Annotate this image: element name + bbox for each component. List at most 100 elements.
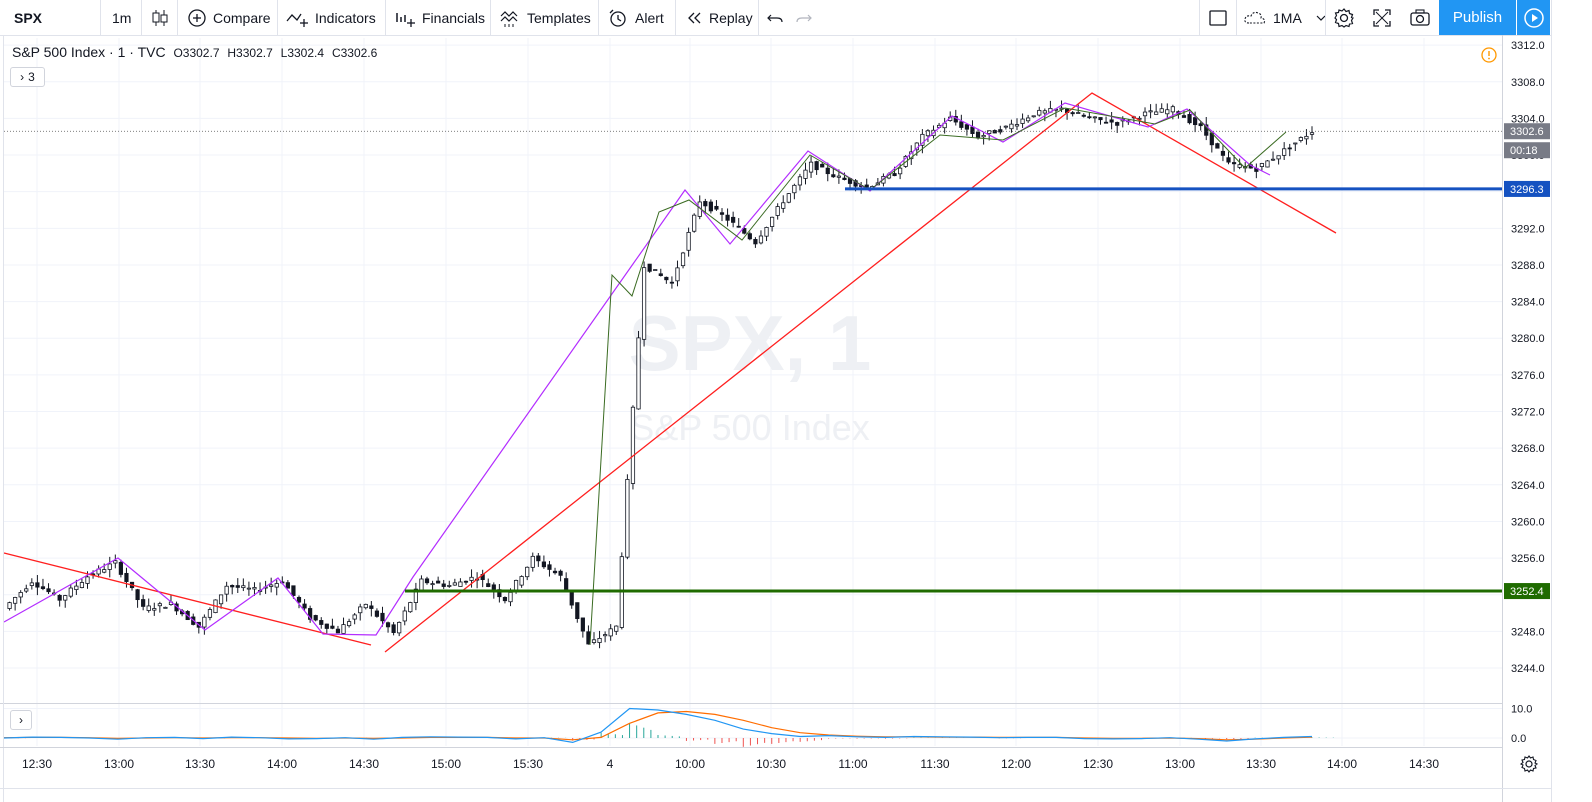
layout-button[interactable]: 1MA [1243, 0, 1328, 35]
candle-body [1159, 108, 1164, 113]
candle-body [436, 580, 441, 584]
candle-body [1148, 110, 1153, 113]
candle-body [731, 216, 736, 223]
last-price-tag-bg [1504, 123, 1550, 140]
candle-body [269, 584, 274, 587]
templates-button[interactable]: Templates [499, 0, 591, 35]
price-chart[interactable]: SPX, 1 S&P 500 Index 3244.03248.03252.03… [0, 35, 1551, 802]
candle-body [163, 606, 168, 609]
y-tick-label: 3292.0 [1511, 223, 1545, 235]
countdown-tag-bg [1504, 142, 1550, 159]
warning-icon[interactable] [1480, 46, 1498, 64]
candle-body [408, 602, 413, 613]
camera-icon [1410, 8, 1430, 26]
candle-body [825, 167, 830, 175]
financials-label: Financials [422, 9, 486, 26]
candle-body [1181, 115, 1187, 118]
oscillator-legend-toggle[interactable]: › [10, 710, 32, 730]
fullscreen-button[interactable] [1372, 0, 1392, 35]
candle-body [575, 602, 580, 620]
undo-button[interactable] [766, 0, 784, 35]
candle-body [959, 121, 964, 128]
candle-body [1265, 160, 1270, 168]
candle-body [898, 167, 903, 175]
publish-button[interactable]: Publish [1439, 0, 1516, 35]
indicators-legend-toggle[interactable]: › 3 [10, 67, 45, 87]
symbol-search-button[interactable]: SPX [14, 0, 42, 35]
candle-body [1287, 147, 1292, 150]
price-axis-labels: 3244.03248.03252.03256.03260.03264.03268… [1511, 40, 1545, 745]
candle-body [647, 263, 652, 272]
x-tick-label: 14:30 [349, 757, 379, 771]
redo-button[interactable] [795, 0, 813, 35]
candle-body [1170, 106, 1175, 113]
candle-body [564, 578, 569, 591]
x-tick-label: 11:30 [920, 757, 949, 771]
candle-body [1081, 114, 1086, 117]
candle-body [235, 585, 240, 588]
candle-body [719, 212, 725, 215]
candle-body [141, 599, 146, 607]
separator [758, 0, 759, 35]
candle-body [864, 184, 869, 188]
x-tick-label: 12:30 [22, 757, 52, 771]
publish-video-button[interactable] [1517, 0, 1550, 35]
osc-y-tick-label: 10.0 [1511, 704, 1532, 716]
x-tick-label: 10:00 [675, 757, 705, 771]
candle-body [530, 555, 535, 568]
candle-body [836, 175, 841, 178]
candle-body [252, 587, 257, 590]
symbol-watermark: SPX, 1 S&P 500 Index [629, 299, 872, 448]
legend-title: S&P 500 Index · 1 · TVC [12, 44, 166, 60]
fullscreen-layout-button[interactable] [1208, 0, 1228, 35]
candle-body [775, 206, 780, 216]
candle-body [46, 588, 51, 593]
candle-body [369, 605, 374, 609]
indicators-icon [286, 13, 308, 27]
square-icon [1209, 9, 1227, 26]
countdown-tag: 00:18 [1510, 145, 1538, 157]
candle-body [291, 585, 296, 596]
symbol-legend[interactable]: S&P 500 Index · 1 · TVC O3302.7 H3302.7 … [12, 44, 377, 60]
chart-style-button[interactable] [151, 0, 169, 35]
replay-button[interactable]: Replay [685, 0, 753, 35]
candle-body [1298, 137, 1303, 141]
alert-button[interactable]: Alert [607, 0, 664, 35]
candle-body [820, 163, 825, 168]
redo-icon [796, 14, 812, 22]
candle-body [680, 252, 686, 267]
candle-body [469, 576, 474, 581]
candle-body [1237, 164, 1242, 168]
indicators-label: Indicators [315, 9, 376, 26]
indicators-button[interactable]: Indicators [285, 0, 376, 35]
candle-body [591, 639, 597, 643]
candle-body [7, 602, 12, 609]
candle-body [285, 582, 290, 589]
candle-body [603, 634, 608, 637]
settings-button[interactable] [1333, 0, 1355, 35]
candle-body [541, 561, 546, 568]
candle-body [792, 184, 797, 194]
interval-button[interactable]: 1m [112, 0, 131, 35]
candle-body [374, 610, 380, 617]
support-tag: 3252.4 [1510, 586, 1544, 598]
candle-body [975, 131, 981, 139]
plus-circle-icon [188, 8, 206, 27]
separator [1236, 0, 1237, 35]
snapshot-button[interactable] [1409, 0, 1431, 35]
candle-body [1231, 162, 1237, 165]
financials-button[interactable]: Financials [394, 0, 485, 35]
y-tick-label: 3304.0 [1511, 113, 1545, 125]
candle-body [1226, 157, 1231, 163]
candle-body [1009, 123, 1014, 130]
chart-settings-gear-icon[interactable] [1519, 754, 1539, 774]
candle-body [508, 591, 513, 603]
separator [385, 0, 386, 35]
indicators-count: 3 [28, 70, 35, 84]
play-circle-icon [1523, 7, 1544, 28]
candle-body [63, 595, 68, 601]
compare-button[interactable]: Compare [187, 0, 271, 35]
candle-body [1276, 155, 1281, 160]
candle-body [352, 614, 357, 620]
legend-close: C3302.6 [331, 46, 378, 60]
